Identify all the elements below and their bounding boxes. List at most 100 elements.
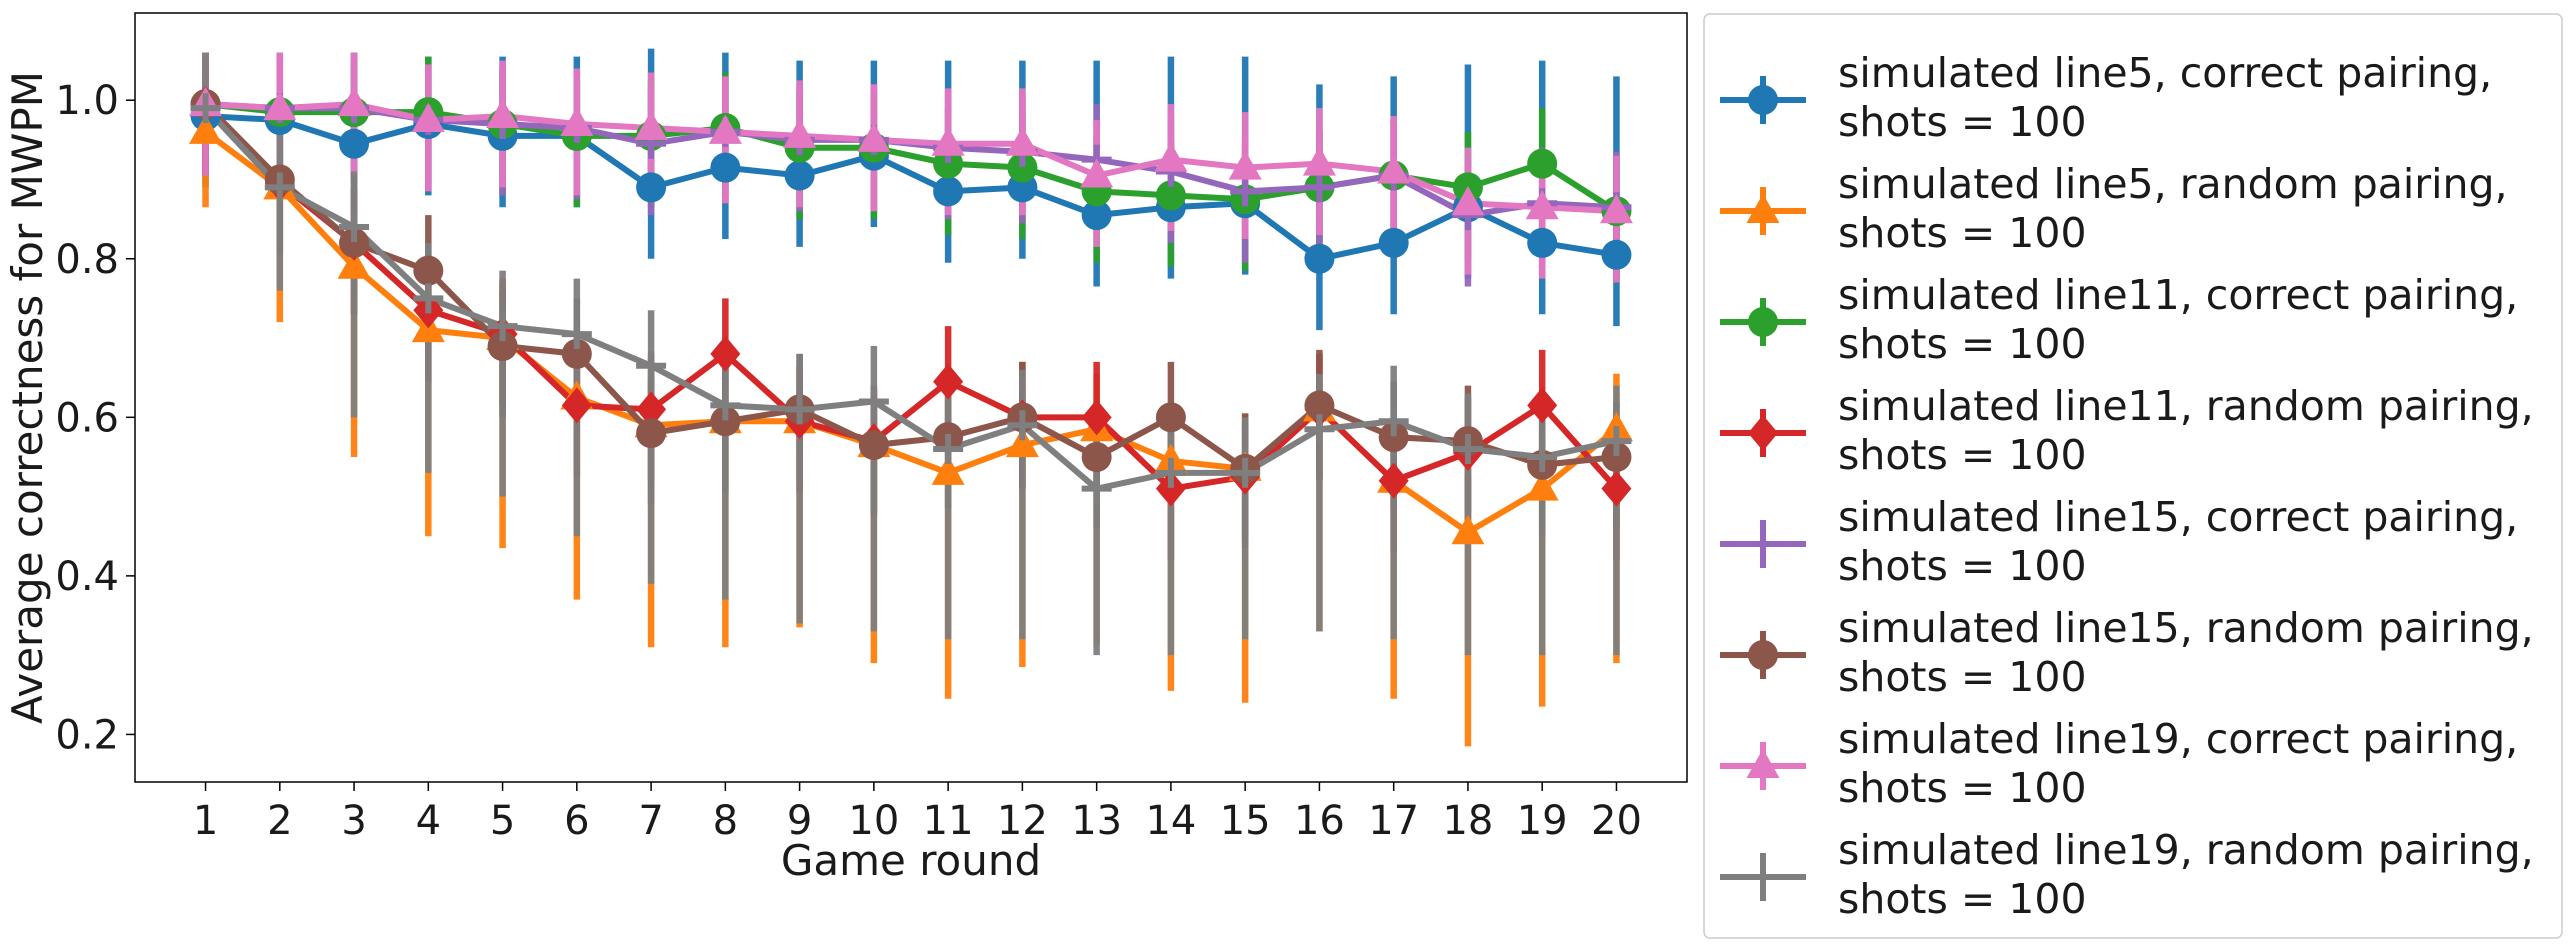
series-1-point [933,176,964,207]
series-5-point [1304,172,1335,203]
x-tick-label: 19 [1517,798,1568,844]
series-7-point [1525,189,1559,220]
legend-label-line2: shots = 100 [1838,209,2087,257]
series-7-point [1080,158,1114,188]
series-1-point [1304,243,1335,274]
legend-item: simulated line15, random pairing,shots =… [1720,604,2534,701]
series-8-point [784,394,815,425]
series-8-point [264,172,295,203]
legend-item: simulated line5, random pairing,shots = … [1720,160,2508,257]
legend-label-line1: simulated line19, random pairing, [1838,826,2534,874]
series-8-point [413,283,444,314]
y-tick-label: 0.8 [55,237,119,283]
series-1-point [339,128,370,159]
x-axis-label: Game round [781,836,1041,885]
series-6-point [1378,422,1409,453]
series-6-point [858,430,889,461]
series-4-point [1081,399,1112,436]
legend-item: simulated line19, random pairing,shots =… [1720,826,2534,923]
series-2-point [337,249,371,279]
series-2-point [1451,515,1485,545]
legend-label-line1: simulated line15, random pairing, [1838,604,2534,652]
series-6-point [487,330,518,361]
x-axis-ticks: 1 2 3 4 5 6 7 8 9 10 11 12 13 14 15 16 17 18 19 20 [193,782,1642,844]
series-8-point [1007,410,1038,441]
y-tick-label: 0.2 [55,712,119,758]
series-2-point [189,114,223,144]
series-3-point [933,148,964,179]
plot-area-frame [134,12,1688,783]
series-6-point [1304,390,1335,421]
x-tick-label: 11 [923,798,974,844]
series-1-point [784,160,815,191]
series-7-point [1377,154,1411,184]
legend-marker-swatch [1746,748,1780,778]
series-7-point [1228,150,1262,180]
series-8-point [561,319,592,350]
series-8-point [710,390,741,421]
series-4-point [561,387,592,424]
legend-label-line1: simulated line11, random pairing, [1838,382,2534,430]
y-tick-label: 0.6 [55,395,119,441]
legend-label-line1: simulated line5, random pairing, [1838,160,2508,208]
series-8-point [1601,426,1632,457]
legend: simulated line5, correct pairing,shots =… [1703,13,2563,939]
series-5-point [1230,176,1261,207]
series-1-point [1081,200,1112,231]
series-2-point [931,455,965,485]
legend-label-line2: shots = 100 [1838,875,2087,923]
series-7-point [708,114,742,144]
series-6-point [710,406,741,437]
legend-label-line2: shots = 100 [1838,653,2087,701]
series-8-point [1378,406,1409,437]
legend-label-line1: simulated line5, correct pairing, [1838,49,2492,97]
series-3-point [1007,152,1038,183]
legend-marker-swatch [1746,193,1780,223]
x-tick-label: 13 [1071,798,1122,844]
series-4-line [203,102,1619,492]
legend-label-line1: simulated line15, correct pairing, [1838,493,2518,541]
series-3-point [1155,180,1186,211]
x-tick-label: 7 [638,798,663,844]
legend-marker-swatch [1748,415,1778,451]
legend-label-line1: simulated line19, correct pairing, [1838,715,2518,763]
x-tick-label: 1 [193,798,218,844]
series-7-point [1154,142,1188,172]
series-7-point [1599,193,1633,224]
y-axis-ticks: 0.2 0.4 0.6 0.8 1.0 [55,78,135,758]
series-8-point [1452,434,1483,465]
series-7-point [783,118,817,148]
series-7-point [337,86,371,117]
series-1-point [1601,239,1632,270]
x-tick-label: 3 [341,798,366,844]
series-8-point [190,93,221,124]
x-tick-label: 6 [564,798,589,844]
series-2-point [1525,471,1559,501]
x-tick-label: 18 [1442,798,1493,844]
series-8-point [1081,473,1112,504]
legend-item: simulated line15, correct pairing,shots … [1720,493,2518,590]
series-7-point [857,122,891,152]
y-tick-label: 0.4 [55,554,119,600]
series-6-point [636,418,667,449]
series-2-point [1005,427,1039,458]
series-6-point [561,338,592,369]
legend-frame [1703,13,2563,939]
series-4-point [710,335,741,372]
y-axis-label: Average correctness for MWPM [3,71,52,724]
series-6-point [1601,441,1632,472]
series-8-point [933,434,964,465]
series-6-point [339,227,370,258]
series-8-point [1155,457,1186,488]
legend-label-line2: shots = 100 [1838,764,2087,812]
series-4-point [636,391,667,428]
legend-item: simulated line19, correct pairing,shots … [1720,715,2518,812]
series-6-point [1155,402,1186,433]
legend-label-line2: shots = 100 [1838,431,2087,479]
series-4-point [933,363,964,400]
series-7-point [560,106,594,136]
legend-label-line2: shots = 100 [1838,98,2087,146]
legend-label-line1: simulated line11, correct pairing, [1838,271,2518,319]
series-7-point [1005,126,1039,156]
